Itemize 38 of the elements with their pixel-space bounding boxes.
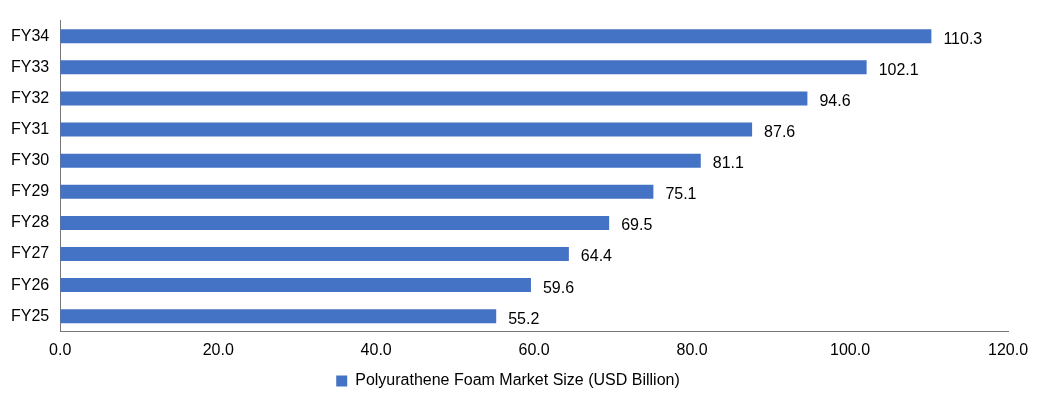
data-label: 75.1 bbox=[665, 185, 697, 203]
y-tick-label: FY29 bbox=[10, 182, 50, 200]
y-tick-label: FY28 bbox=[10, 213, 50, 231]
data-label: 59.6 bbox=[542, 278, 575, 296]
y-tick-label: FY26 bbox=[10, 275, 50, 293]
x-tick-label: 80.0 bbox=[676, 340, 708, 358]
y-tick-label: FY33 bbox=[10, 57, 50, 75]
bar bbox=[60, 184, 654, 199]
data-label: 55.2 bbox=[508, 309, 540, 327]
y-tick-label: FY31 bbox=[10, 119, 50, 137]
data-label: 81.1 bbox=[712, 154, 745, 172]
data-label: 87.6 bbox=[764, 122, 796, 140]
bar bbox=[60, 91, 808, 106]
data-label: 64.4 bbox=[580, 247, 613, 265]
bar bbox=[60, 60, 867, 75]
x-tick-label: 60.0 bbox=[518, 340, 550, 358]
bar bbox=[60, 278, 531, 293]
bar bbox=[60, 215, 610, 230]
x-tick-label: 100.0 bbox=[830, 340, 871, 358]
data-label: 102.1 bbox=[878, 60, 919, 78]
y-tick-label: FY30 bbox=[10, 151, 50, 169]
x-tick-label: 20.0 bbox=[202, 340, 234, 358]
x-tick-label: 120.0 bbox=[987, 340, 1029, 358]
y-tick-label: FY27 bbox=[10, 244, 50, 262]
legend-label: Polyurathene Foam Market Size (USD Billion) bbox=[355, 371, 680, 389]
x-tick-label: 40.0 bbox=[360, 340, 392, 358]
y-tick-label: FY25 bbox=[10, 306, 50, 324]
bar bbox=[60, 153, 701, 168]
y-tick-label: FY34 bbox=[10, 26, 50, 44]
data-label: 94.6 bbox=[819, 91, 851, 109]
bar bbox=[60, 247, 569, 261]
data-label: 110.3 bbox=[943, 29, 983, 47]
data-label: 69.5 bbox=[621, 216, 653, 234]
y-tick-label: FY32 bbox=[10, 88, 50, 106]
bar bbox=[60, 29, 932, 44]
x-tick-label: 0.0 bbox=[49, 340, 72, 358]
bar bbox=[60, 122, 753, 137]
bar bbox=[60, 309, 497, 324]
